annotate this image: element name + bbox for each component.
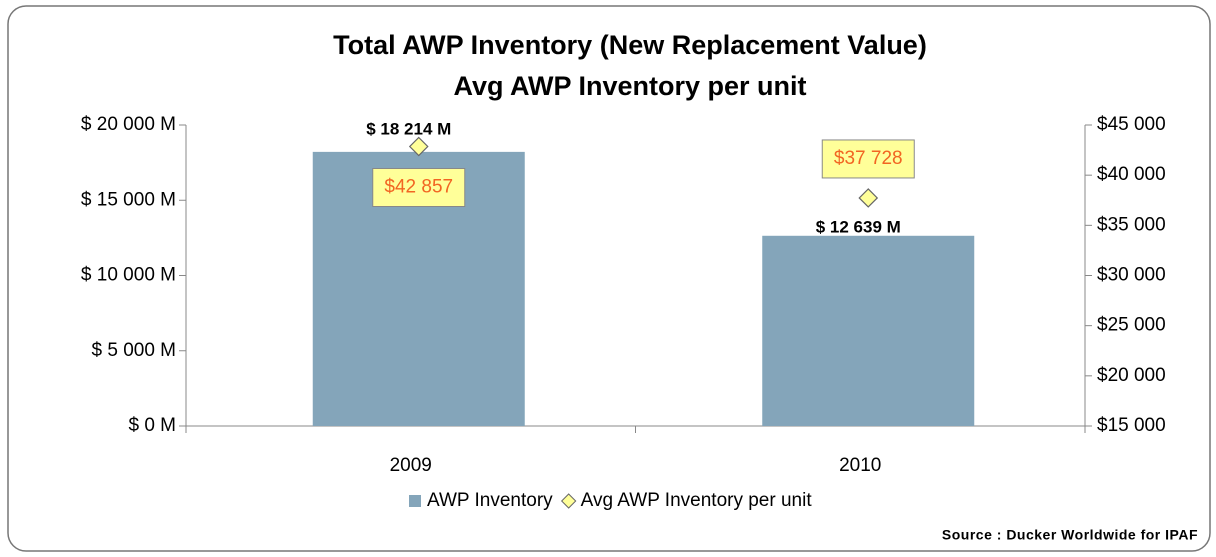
bar-value-label: $ 18 214 M — [366, 119, 451, 138]
y2-tick-label: $40 000 — [1097, 164, 1166, 185]
y-tick-label: $ 5 000 M — [92, 340, 177, 361]
bar — [762, 235, 975, 426]
y-tick-label: $ 0 M — [128, 415, 176, 436]
y2-tick-label: $15 000 — [1097, 415, 1166, 436]
y2-tick-label: $35 000 — [1097, 214, 1166, 235]
x-tick-label: 2009 — [390, 455, 432, 476]
legend-label: AWP Inventory — [427, 490, 553, 511]
marker-value-label: $37 728 — [834, 148, 903, 169]
legend-swatch — [409, 495, 421, 507]
y-tick-label: $ 10 000 M — [81, 265, 176, 286]
y2-tick-label: $30 000 — [1097, 265, 1166, 286]
value-label-box — [821, 139, 915, 179]
marker-value-label: $42 857 — [384, 177, 453, 198]
chart-title: Total AWP Inventory (New Replacement Val… — [333, 30, 927, 60]
y-tick-label: $ 20 000 M — [81, 114, 176, 135]
legend-swatch — [560, 493, 577, 509]
chart-subtitle: Avg AWP Inventory per unit — [453, 71, 806, 101]
legend-label: Avg AWP Inventory per unit — [581, 490, 813, 511]
y2-tick-label: $45 000 — [1097, 114, 1166, 135]
y-tick-label: $ 15 000 M — [81, 189, 176, 210]
value-label-box — [372, 168, 466, 208]
source-note: Source : Ducker Worldwide for IPAF — [942, 527, 1198, 543]
bar-value-label: $ 12 639 M — [816, 217, 901, 236]
y2-tick-label: $20 000 — [1097, 365, 1166, 386]
x-tick-label: 2010 — [839, 455, 881, 476]
y2-tick-label: $25 000 — [1097, 315, 1166, 336]
marker — [408, 136, 429, 157]
marker — [858, 188, 879, 208]
